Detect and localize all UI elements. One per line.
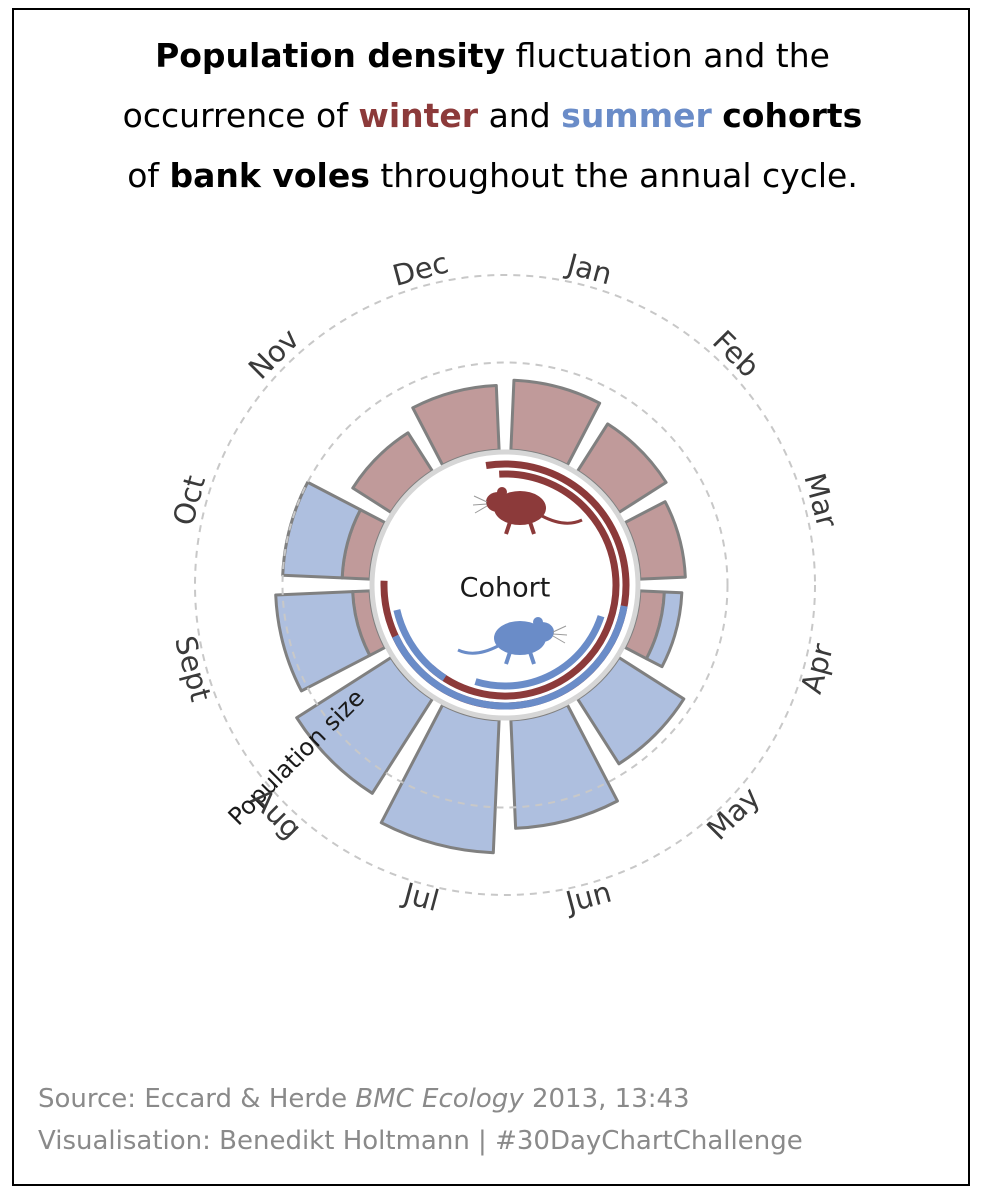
- month-label-sept: Sept: [168, 632, 218, 705]
- summer-cohort-arc-1: [392, 605, 628, 710]
- month-label-feb: Feb: [706, 324, 766, 384]
- month-label-mar: Mar: [797, 470, 844, 532]
- winter-vole-icon: [472, 487, 583, 535]
- month-label-may: May: [700, 780, 766, 846]
- month-label-jun: Jun: [560, 875, 615, 920]
- title-bold-cohorts: cohorts: [722, 96, 863, 135]
- title-text-4: of: [127, 156, 170, 195]
- title-winter: winter: [358, 96, 479, 135]
- hub-circle: [369, 449, 641, 721]
- visualisation-credit: Visualisation: Benedikt Holtmann | #30Da…: [38, 1126, 803, 1156]
- source-note: Source: Eccard & Herde BMC Ecology 2013,…: [38, 1078, 803, 1162]
- title-bold-bank-voles: bank voles: [169, 156, 370, 195]
- month-label-dec: Dec: [389, 245, 452, 292]
- title-text-3: and: [478, 96, 562, 135]
- source-prefix: Source: Eccard & Herde: [38, 1084, 356, 1114]
- center-label: Cohort: [460, 573, 551, 604]
- month-label-jul: Jul: [398, 876, 443, 918]
- chart-title: Population density fluctuation and the o…: [20, 26, 965, 206]
- summer-vole-icon: [457, 617, 568, 665]
- month-label-jan: Jan: [562, 246, 616, 291]
- source-suffix: 2013, 13:43: [523, 1084, 690, 1114]
- source-journal: BMC Ecology: [355, 1084, 524, 1114]
- title-text-5: throughout the annual cycle.: [369, 156, 858, 195]
- winter-cohort-arc-2: [428, 470, 620, 700]
- summer-cohort-arc-3: [474, 615, 605, 690]
- month-label-apr: Apr: [794, 640, 840, 697]
- guide-circle-1: [281, 361, 729, 809]
- title-text-1: fluctuation and the: [505, 36, 830, 75]
- month-label-nov: Nov: [242, 322, 306, 386]
- title-bold-population-density: Population density: [155, 36, 506, 75]
- month-label-oct: Oct: [166, 472, 212, 529]
- bar-summer-sept: [274, 590, 372, 693]
- guide-circle-2: [194, 274, 816, 896]
- bar-summer-oct: [281, 480, 362, 580]
- bar-summer-apr: [644, 590, 684, 669]
- title-text-2: occurrence of: [122, 96, 359, 135]
- title-summer: summer: [561, 96, 712, 135]
- summer-cohort-arc-2: [393, 609, 447, 682]
